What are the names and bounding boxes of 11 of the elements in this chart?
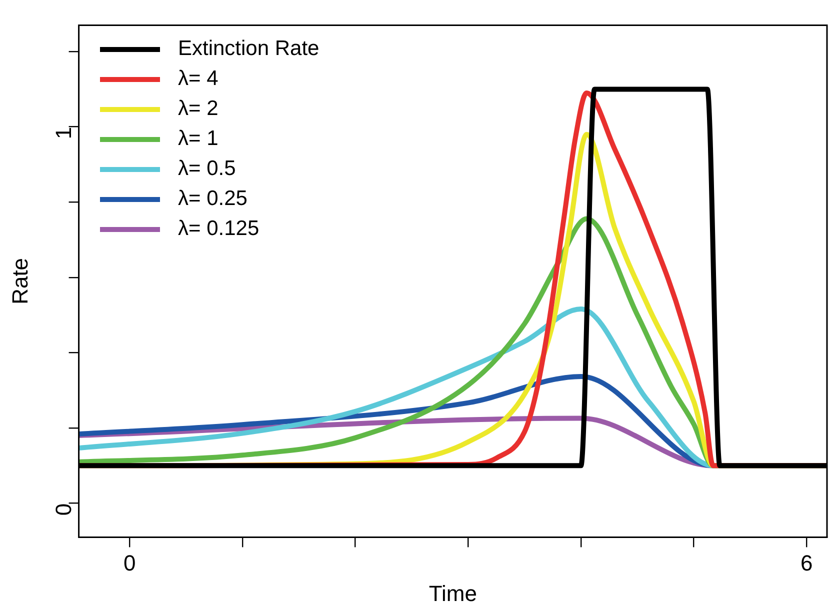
x-axis-title: Time <box>428 580 477 606</box>
legend-label: λ= 0.5 <box>178 157 236 181</box>
legend-label: λ= 1 <box>178 127 218 151</box>
x-tick-label: 6 <box>800 550 813 576</box>
y-axis-title: Rate <box>7 258 32 304</box>
legend-label: λ= 4 <box>178 67 218 91</box>
legend-label: λ= 2 <box>178 97 218 121</box>
legend-label: Extinction Rate <box>178 37 320 61</box>
legend-label: λ= 0.125 <box>178 217 260 241</box>
y-tick-label: 1 <box>50 126 76 140</box>
legend-label: λ= 0.25 <box>178 187 248 211</box>
